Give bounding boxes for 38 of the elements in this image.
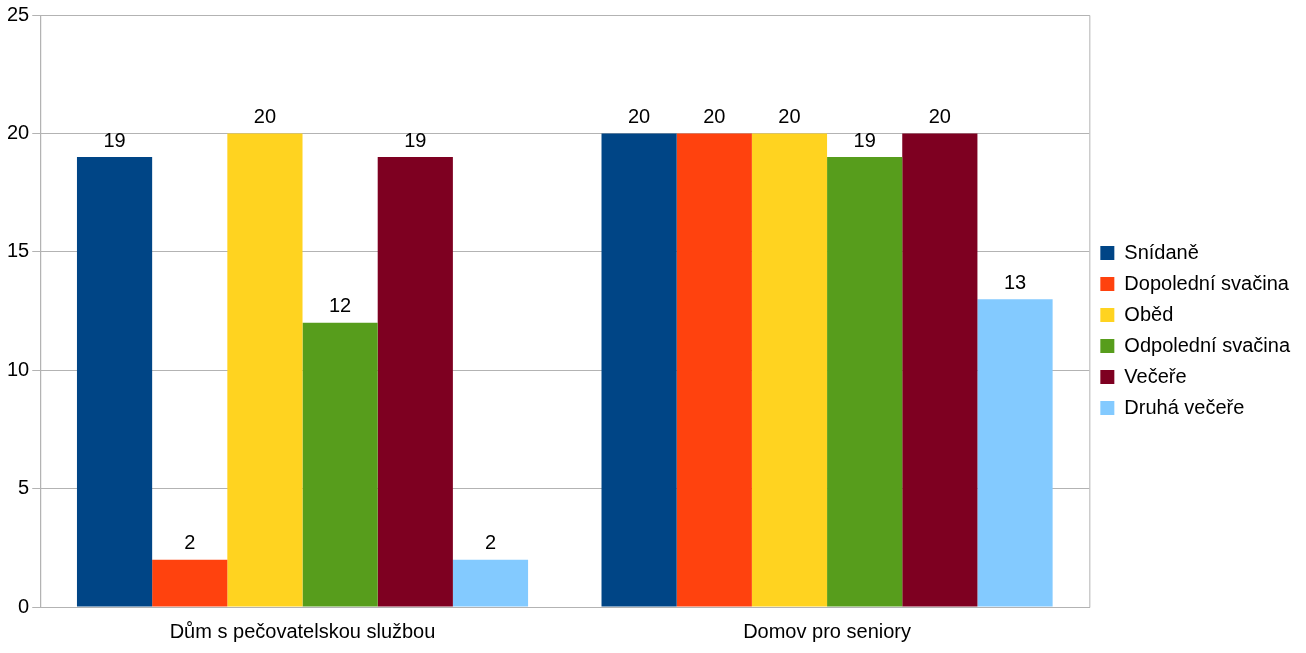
bar	[302, 322, 378, 607]
y-tick-label: 5	[18, 476, 30, 499]
data-label: 19	[853, 128, 876, 151]
legend-label: Dopolední svačina	[1124, 271, 1290, 294]
legend-label: Večeře	[1124, 364, 1187, 387]
bar	[452, 559, 529, 607]
data-label: 19	[103, 128, 126, 151]
bar	[902, 133, 978, 607]
data-label: 2	[184, 531, 196, 554]
data-label: 13	[1003, 270, 1027, 293]
bar	[977, 299, 1053, 607]
bar	[676, 133, 752, 607]
bar	[377, 157, 453, 607]
bar	[601, 133, 677, 607]
x-tick-label: Dům s pečovatelskou službou	[169, 619, 436, 642]
data-label: 20	[627, 104, 651, 127]
data-label: 20	[928, 104, 951, 127]
legend-label: Oběd	[1124, 302, 1174, 325]
data-label: 2	[484, 531, 497, 554]
legend-label: Druhá večeře	[1124, 395, 1245, 418]
data-label: 12	[328, 294, 352, 317]
y-tick-label: 25	[7, 2, 30, 25]
bar	[152, 559, 228, 607]
y-tick-label: 15	[7, 239, 30, 262]
legend-label: Snídaně	[1124, 240, 1199, 263]
y-tick-label: 20	[7, 120, 30, 143]
x-tick-label: Domov pro seniory	[743, 619, 911, 642]
bar	[827, 157, 903, 607]
data-label: 20	[253, 104, 277, 127]
bar	[76, 157, 153, 607]
data-label: 19	[404, 128, 427, 151]
y-tick-label: 0	[18, 594, 30, 617]
legend-label: Odpolední svačina	[1124, 333, 1291, 356]
data-label: 20	[778, 104, 801, 127]
data-label: 20	[703, 104, 726, 127]
bar	[751, 133, 828, 607]
y-tick-label: 10	[7, 357, 30, 380]
bar	[227, 133, 303, 607]
